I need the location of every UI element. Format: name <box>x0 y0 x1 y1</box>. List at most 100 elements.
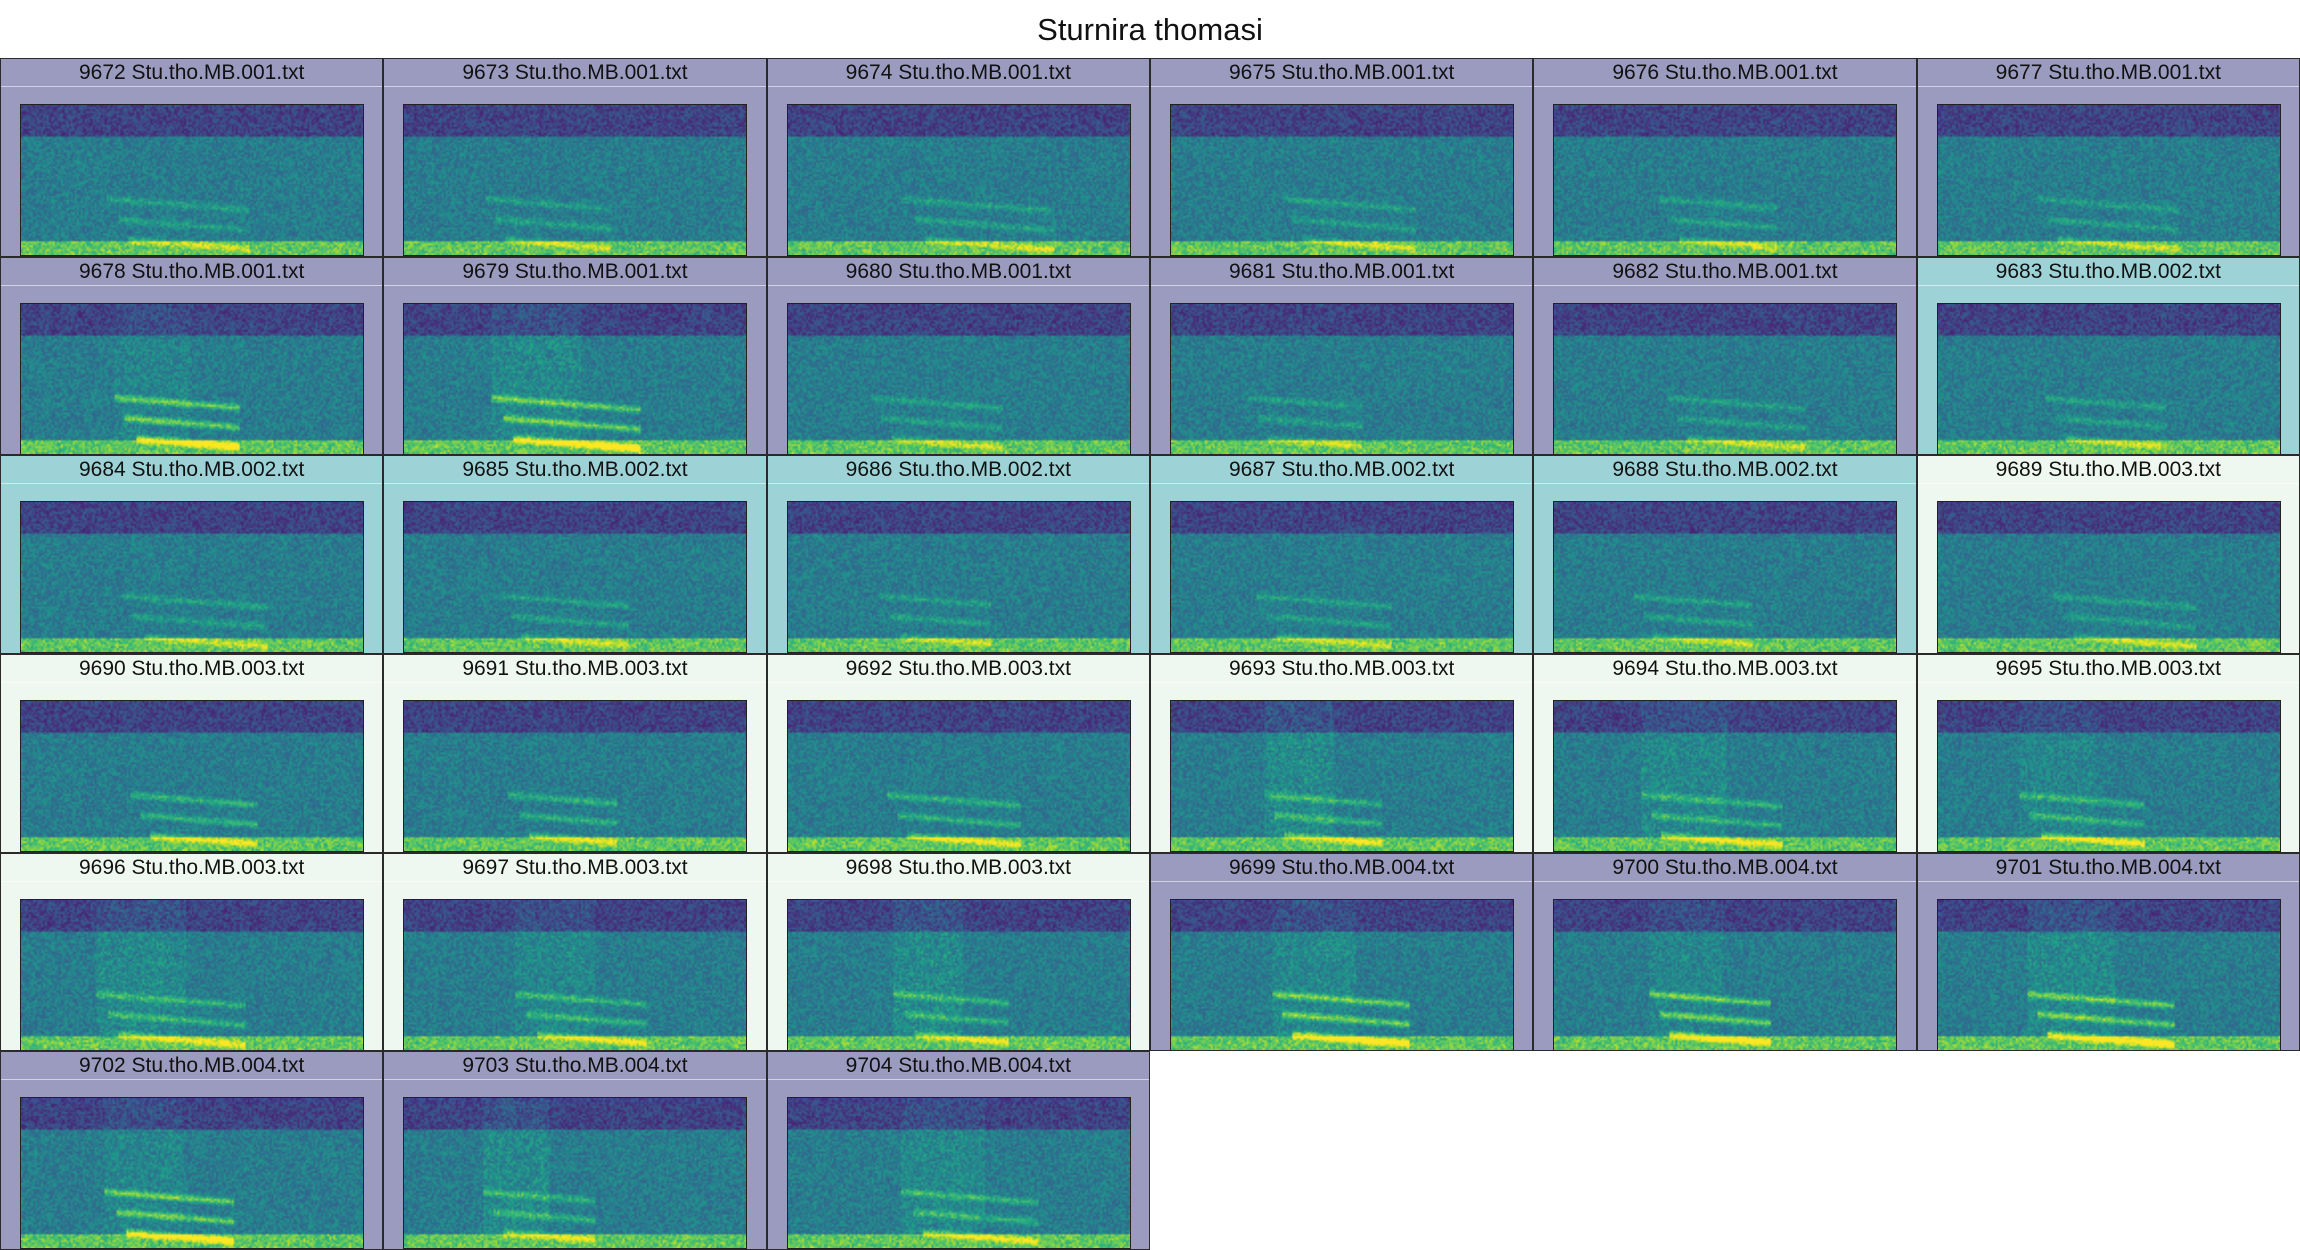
panel-label: 9676 Stu.tho.MB.001.txt <box>1534 59 1916 87</box>
spectrogram-image <box>403 501 748 653</box>
panel-label: 9673 Stu.tho.MB.001.txt <box>384 59 766 87</box>
spectrogram-image <box>1936 700 2281 852</box>
panel-label: 9677 Stu.tho.MB.001.txt <box>1917 59 2299 87</box>
spectrogram-image <box>1553 700 1898 852</box>
spectrogram-panel: 9695 Stu.tho.MB.003.txt <box>1916 654 2300 853</box>
spectrogram-panel: 9701 Stu.tho.MB.004.txt <box>1916 852 2300 1052</box>
panel-label: 9689 Stu.tho.MB.003.txt <box>1917 456 2299 485</box>
spectrogram-panel: 9699 Stu.tho.MB.004.txt <box>1150 852 1534 1052</box>
spectrogram-panel: 9688 Stu.tho.MB.002.txt <box>1533 455 1917 654</box>
panel-label: 9674 Stu.tho.MB.001.txt <box>767 59 1149 87</box>
spectrogram-panel: 9692 Stu.tho.MB.003.txt <box>766 654 1150 853</box>
spectrogram-image <box>20 898 364 1051</box>
spectrogram-panel: 9674 Stu.tho.MB.001.txt <box>766 58 1150 257</box>
spectrogram-image <box>20 501 364 653</box>
panel-label: 9675 Stu.tho.MB.001.txt <box>1151 59 1533 87</box>
panel-label: 9703 Stu.tho.MB.004.txt <box>384 1052 766 1081</box>
spectrogram-panel: 9689 Stu.tho.MB.003.txt <box>1916 455 2300 654</box>
spectrogram-image <box>403 302 748 455</box>
panel-label: 9693 Stu.tho.MB.003.txt <box>1151 655 1533 683</box>
spectrogram-image <box>403 1097 748 1250</box>
panel-label: 9690 Stu.tho.MB.003.txt <box>1 655 383 683</box>
panel-label: 9672 Stu.tho.MB.001.txt <box>1 59 383 87</box>
spectrogram-image <box>20 700 364 852</box>
spectrogram-panel: 9687 Stu.tho.MB.002.txt <box>1150 455 1534 654</box>
spectrogram-panel: 9676 Stu.tho.MB.001.txt <box>1533 58 1917 257</box>
panel-label: 9685 Stu.tho.MB.002.txt <box>384 456 766 485</box>
panel-label: 9702 Stu.tho.MB.004.txt <box>1 1052 383 1081</box>
panel-label: 9680 Stu.tho.MB.001.txt <box>767 258 1149 286</box>
panel-label: 9696 Stu.tho.MB.003.txt <box>1 854 383 882</box>
spectrogram-panel: 9672 Stu.tho.MB.001.txt <box>0 58 384 257</box>
panel-label: 9700 Stu.tho.MB.004.txt <box>1534 854 1916 882</box>
panel-label: 9681 Stu.tho.MB.001.txt <box>1151 258 1533 286</box>
spectrogram-image <box>1936 104 2281 256</box>
spectrogram-panel: 9683 Stu.tho.MB.002.txt <box>1916 256 2300 456</box>
spectrogram-panel: 9704 Stu.tho.MB.004.txt <box>766 1051 1150 1250</box>
spectrogram-panel: 9681 Stu.tho.MB.001.txt <box>1150 256 1534 456</box>
spectrogram-image <box>20 302 364 455</box>
spectrogram-panel: 9685 Stu.tho.MB.002.txt <box>383 455 767 654</box>
spectrogram-image <box>786 898 1131 1051</box>
spectrogram-image <box>786 1097 1131 1250</box>
panel-label: 9695 Stu.tho.MB.003.txt <box>1917 655 2299 683</box>
spectrogram-image <box>786 104 1131 256</box>
panel-label: 9704 Stu.tho.MB.004.txt <box>767 1052 1149 1081</box>
panel-label: 9698 Stu.tho.MB.003.txt <box>767 854 1149 882</box>
spectrogram-panel: 9680 Stu.tho.MB.001.txt <box>766 256 1150 456</box>
panel-label: 9678 Stu.tho.MB.001.txt <box>1 258 383 286</box>
spectrogram-panel: 9678 Stu.tho.MB.001.txt <box>0 256 384 456</box>
spectrogram-panel: 9677 Stu.tho.MB.001.txt <box>1916 58 2300 257</box>
spectrogram-image <box>1553 501 1898 653</box>
panel-label: 9697 Stu.tho.MB.003.txt <box>384 854 766 882</box>
spectrogram-panel: 9679 Stu.tho.MB.001.txt <box>383 256 767 456</box>
spectrogram-image <box>1170 700 1514 852</box>
spectrogram-panel: 9690 Stu.tho.MB.003.txt <box>0 654 384 853</box>
panel-label: 9691 Stu.tho.MB.003.txt <box>384 655 766 683</box>
spectrogram-panel: 9698 Stu.tho.MB.003.txt <box>766 852 1150 1052</box>
spectrogram-image <box>786 302 1131 455</box>
spectrogram-image <box>403 104 748 256</box>
spectrogram-panel: 9696 Stu.tho.MB.003.txt <box>0 852 384 1052</box>
spectrogram-panel: 9684 Stu.tho.MB.002.txt <box>0 455 384 654</box>
spectrogram-panel: 9702 Stu.tho.MB.004.txt <box>0 1051 384 1250</box>
spectrogram-image <box>403 898 748 1051</box>
panel-label: 9687 Stu.tho.MB.002.txt <box>1151 456 1533 485</box>
spectrogram-panel: 9703 Stu.tho.MB.004.txt <box>383 1051 767 1250</box>
spectrogram-image <box>786 700 1131 852</box>
panel-label: 9699 Stu.tho.MB.004.txt <box>1151 854 1533 882</box>
panel-label: 9683 Stu.tho.MB.002.txt <box>1917 258 2299 286</box>
spectrogram-panel: 9693 Stu.tho.MB.003.txt <box>1150 654 1534 853</box>
spectrogram-image <box>1936 898 2281 1051</box>
spectrogram-panel: 9673 Stu.tho.MB.001.txt <box>383 58 767 257</box>
spectrogram-panel: 9682 Stu.tho.MB.001.txt <box>1533 256 1917 456</box>
page-title: Sturnira thomasi <box>1037 12 1263 47</box>
spectrogram-panel: 9700 Stu.tho.MB.004.txt <box>1533 852 1917 1052</box>
spectrogram-image <box>1936 501 2281 653</box>
spectrogram-image <box>1936 302 2281 455</box>
spectrogram-image <box>20 1097 364 1250</box>
spectrogram-image <box>1553 302 1898 455</box>
panel-label: 9686 Stu.tho.MB.002.txt <box>767 456 1149 485</box>
spectrogram-image <box>1170 501 1514 653</box>
spectrogram-image <box>1170 104 1514 256</box>
spectrogram-image <box>1170 898 1514 1051</box>
spectrogram-panel: 9691 Stu.tho.MB.003.txt <box>383 654 767 853</box>
panel-label: 9694 Stu.tho.MB.003.txt <box>1534 655 1916 683</box>
panel-label: 9684 Stu.tho.MB.002.txt <box>1 456 383 485</box>
spectrogram-grid: 9672 Stu.tho.MB.001.txt 9673 Stu.tho.MB.0… <box>0 58 2300 1250</box>
spectrogram-panel: 9694 Stu.tho.MB.003.txt <box>1533 654 1917 853</box>
panel-label: 9701 Stu.tho.MB.004.txt <box>1917 854 2299 882</box>
panel-label: 9682 Stu.tho.MB.001.txt <box>1534 258 1916 286</box>
panel-label: 9688 Stu.tho.MB.002.txt <box>1534 456 1916 485</box>
spectrogram-image <box>1553 898 1898 1051</box>
spectrogram-panel: 9686 Stu.tho.MB.002.txt <box>766 455 1150 654</box>
spectrogram-image <box>403 700 748 852</box>
spectrogram-image <box>1170 302 1514 455</box>
spectrogram-image <box>20 104 364 256</box>
panel-label: 9692 Stu.tho.MB.003.txt <box>767 655 1149 683</box>
spectrogram-image <box>786 501 1131 653</box>
spectrogram-panel: 9697 Stu.tho.MB.003.txt <box>383 852 767 1052</box>
spectrogram-image <box>1553 104 1898 256</box>
panel-label: 9679 Stu.tho.MB.001.txt <box>384 258 766 286</box>
